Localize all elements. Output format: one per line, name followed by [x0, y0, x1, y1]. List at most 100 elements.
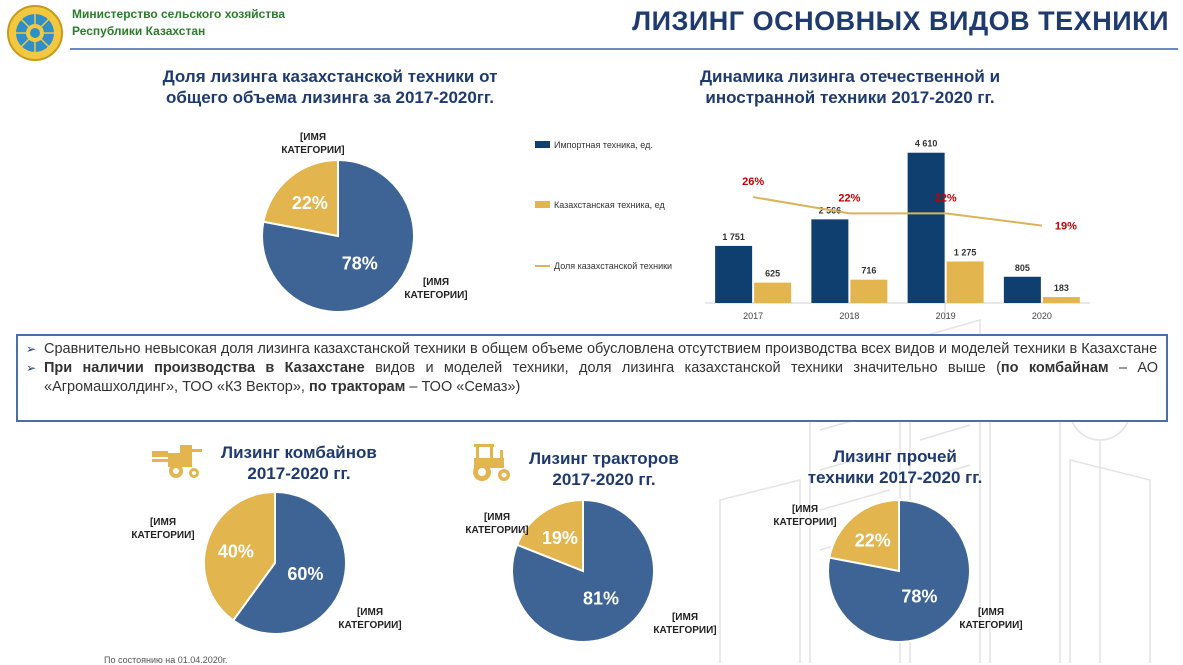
chart5-pie: 22% 78%: [827, 498, 971, 643]
info-bullet-1-text: Сравнительно невысокая доля лизинга каза…: [44, 341, 1158, 357]
chart1-slice1-category: [ИМЯ КАТЕГОРИИ]: [268, 131, 358, 157]
chart5-title-line2: техники 2017-2020 гг.: [807, 468, 983, 487]
chart1-pie: 22% 78%: [261, 158, 415, 313]
chart5-slice1-category-line1: [ИМЯ: [791, 504, 819, 515]
page-title: ЛИЗИНГ ОСНОВНЫХ ВИДОВ ТЕХНИКИ: [632, 6, 1169, 36]
chart2-legend-label-2: Казахстанская техника, ед: [554, 200, 665, 210]
info-bullet-2-bold-3: по тракторам: [309, 379, 406, 395]
chart3-slice1-category-line1: [ИМЯ: [149, 517, 177, 528]
chart2-legend-swatch-2: [535, 201, 550, 208]
tractor-icon: [473, 444, 510, 481]
chart1-slice1-category-line2: КАТЕГОРИИ]: [281, 145, 345, 156]
chart1-slice-2: [261, 158, 415, 313]
chart2-bar-s2-2018: [850, 279, 888, 303]
chart4-slice2-category-line1: [ИМЯ: [671, 612, 699, 623]
chart4-slice-2-value-label: 81%: [583, 588, 619, 608]
chart1-slice1-category-line1: [ИМЯ: [299, 132, 327, 143]
chart1-slice-1-value-label: 22%: [292, 193, 328, 213]
chart2-title-line1: Динамика лизинга отечественной и: [699, 67, 1001, 86]
chart2-bar-label-s2-2019: 1 275: [954, 247, 977, 257]
chart2-tick-2019: 2019: [936, 311, 956, 321]
chart2-bar-line: Импортная техника, ед. Казахстанская техн…: [535, 139, 1090, 321]
info-box: ➢ Сравнительно невысокая доля лизинга ка…: [16, 334, 1168, 422]
ministry-line-2: Республики Казахстан: [72, 24, 206, 38]
chart3-slice1-category-line2: КАТЕГОРИИ]: [131, 530, 195, 541]
title-divider: [70, 48, 1178, 50]
info-bullet-2-text-3: – ТОО «Семаз»): [405, 379, 521, 395]
chart1-slice-2-value-label: 78%: [342, 253, 378, 273]
chart5-slice-1-value-label: 22%: [855, 530, 891, 550]
chart5-slice-2: [827, 498, 971, 643]
info-bullet-2-text: При наличии производства в Казахстане ви…: [44, 359, 1158, 397]
chart2-bar-s2-2020: [1042, 297, 1080, 303]
chart4-slice1-category-line1: [ИМЯ: [483, 512, 511, 523]
chart2-bar-label-s1-2020: 805: [1015, 263, 1030, 273]
chart2-title-line2: иностранной техники 2017-2020 гг.: [705, 88, 995, 107]
info-bullet-2-text-1: видов и моделей техники, доля лизинга ка…: [364, 360, 1001, 376]
chart5-slice2-category: [ИМЯ КАТЕГОРИИ]: [946, 606, 1036, 632]
chart3-slice-2: [231, 490, 347, 635]
chart1-slice-1: [262, 158, 339, 238]
chart2-line-label-2020: 19%: [1055, 221, 1077, 233]
chart2-bar-s2-2017: [754, 282, 792, 303]
ministry-name: Министерство сельского хозяйства Республ…: [72, 6, 285, 40]
chart1-title: Доля лизинга казахстанской техники от об…: [130, 66, 530, 108]
chart2-bar-label-s2-2017: 625: [765, 269, 780, 279]
chart1-title-line1: Доля лизинга казахстанской техники от: [162, 67, 498, 86]
chart4-slice2-category-line2: КАТЕГОРИИ]: [653, 625, 717, 636]
chart3-title-line2: 2017-2020 гг.: [247, 464, 351, 483]
chart4-pie: 19% 81%: [511, 498, 655, 643]
chart2-legend-swatch-1: [535, 141, 550, 148]
chart4-slice-1-value-label: 19%: [542, 528, 578, 548]
info-bullet-1: ➢ Сравнительно невысокая доля лизинга ка…: [26, 340, 1158, 359]
chart2-bar-label-s1-2017: 1 751: [722, 232, 745, 242]
chart4-slice1-category: [ИМЯ КАТЕГОРИИ]: [452, 511, 542, 537]
chart2-legend-label-3: Доля казахстанской техники: [554, 261, 672, 271]
chart2-bar-s1-2018: [811, 219, 849, 303]
chart4-slice2-category: [ИМЯ КАТЕГОРИИ]: [640, 611, 730, 637]
chart5-title: Лизинг прочей техники 2017-2020 гг.: [790, 446, 1000, 488]
chart2-bar-label-s2-2020: 183: [1054, 283, 1069, 293]
chart2-bar-s1-2020: [1003, 276, 1041, 303]
bullet-arrow-icon: ➢: [26, 342, 37, 356]
chart2-bar-label-s2-2018: 716: [861, 266, 876, 276]
chart3-slice2-category-line2: КАТЕГОРИИ]: [338, 620, 402, 631]
chart2-bar-label-s1-2019: 4 610: [915, 139, 938, 149]
chart1-slice2-category-line1: [ИМЯ: [422, 277, 450, 288]
chart2-line-label-2018: 22%: [838, 192, 860, 204]
ministry-line-1: Министерство сельского хозяйства: [72, 7, 286, 21]
info-bullet-2-text-2: – АО «Агромашхолдинг», ТОО «КЗ Вектор»,: [44, 360, 1159, 395]
chart2-share-line: [752, 196, 1043, 227]
chart5-slice1-category-line2: КАТЕГОРИИ]: [773, 517, 837, 528]
harvester-icon: [152, 445, 202, 478]
info-bullet-2-bold-1: При наличии производства в Казахстане: [44, 360, 365, 376]
chart3-slice-1-value-label: 40%: [218, 541, 254, 561]
chart4-title-line2: 2017-2020 гг.: [552, 470, 656, 489]
chart5-slice2-category-line2: КАТЕГОРИИ]: [959, 620, 1023, 631]
chart1-title-line2: общего объема лизинга за 2017-2020гг.: [165, 88, 495, 107]
chart3-slice-1: [203, 490, 276, 622]
chart1-slice2-category-line2: КАТЕГОРИИ]: [404, 290, 468, 301]
chart2-tick-2020: 2020: [1032, 311, 1052, 321]
chart2-legend-label-1: Импортная техника, ед.: [554, 140, 653, 150]
chart2-bar-s2-2019: [946, 261, 984, 303]
chart4-slice-2: [511, 498, 655, 643]
chart2-bar-s1-2019: [907, 152, 945, 303]
chart3-slice-2-value-label: 60%: [287, 564, 323, 584]
chart2-line-label-2019: 22%: [935, 192, 957, 204]
footnote: По состоянию на 01.04.2020г.: [104, 655, 228, 665]
chart3-slice1-category: [ИМЯ КАТЕГОРИИ]: [118, 516, 208, 542]
chart5-slice1-category: [ИМЯ КАТЕГОРИИ]: [760, 503, 850, 529]
chart5-slice-1: [828, 498, 900, 573]
chart2-tick-2017: 2017: [743, 311, 763, 321]
chart3-title-line1: Лизинг комбайнов: [221, 443, 377, 462]
chart1-slice2-category: [ИМЯ КАТЕГОРИИ]: [396, 276, 476, 302]
chart2-line-label-2017: 26%: [742, 176, 764, 188]
header: Министерство сельского хозяйства Республ…: [0, 0, 1183, 61]
chart4-title: Лизинг тракторов 2017-2020 гг.: [514, 448, 694, 490]
chart5-title-line1: Лизинг прочей: [833, 447, 957, 466]
info-bullet-2-bold-2: по комбайнам: [1000, 360, 1109, 376]
chart3-slice2-category: [ИМЯ КАТЕГОРИИ]: [330, 606, 410, 632]
chart3-slice2-category-line1: [ИМЯ: [356, 607, 384, 618]
chart3-title: Лизинг комбайнов 2017-2020 гг.: [206, 442, 392, 484]
